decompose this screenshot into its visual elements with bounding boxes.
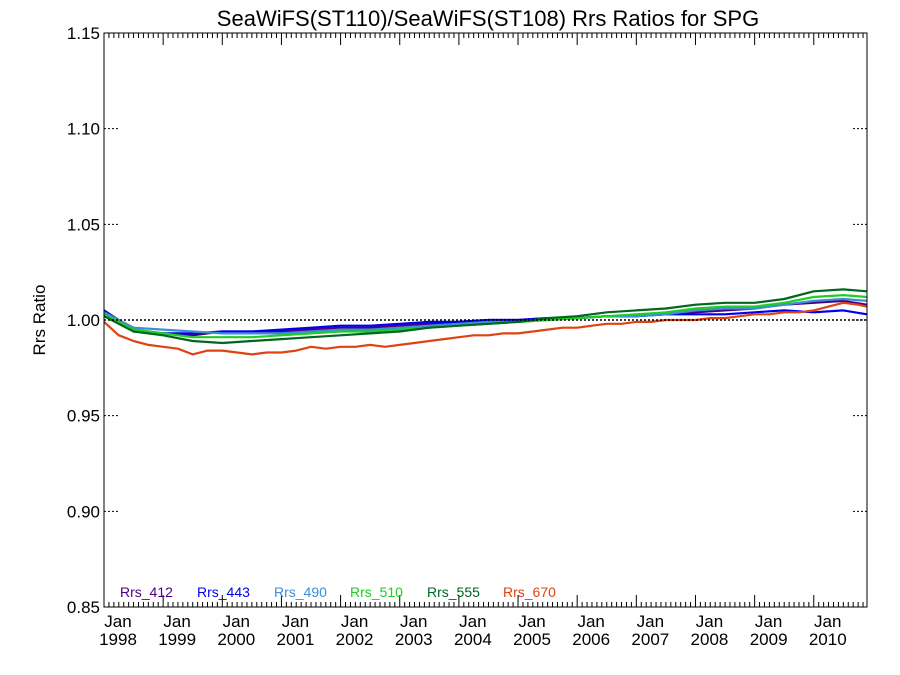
x-tick-year: 2001 [277, 630, 315, 649]
legend-entry: Rrs_412 [120, 584, 173, 600]
legend-entry: Rrs_555 [427, 584, 480, 600]
x-tick-month: Jan [637, 612, 664, 631]
x-tick-year: 1999 [158, 630, 196, 649]
x-tick-month: Jan [104, 612, 131, 631]
y-tick-label: 1.00 [67, 311, 100, 330]
y-axis-label: Rrs Ratio [30, 285, 49, 356]
x-tick-year: 1998 [99, 630, 137, 649]
y-tick-label: 1.05 [67, 215, 100, 234]
series-line-rrs_670 [103, 301, 868, 356]
x-tick-year: 2003 [395, 630, 433, 649]
x-tick-month: Jan [518, 612, 545, 631]
x-tick-month: Jan [341, 612, 368, 631]
x-tick-month: Jan [282, 612, 309, 631]
x-tick-year: 2000 [217, 630, 255, 649]
x-tick-year: 2009 [750, 630, 788, 649]
legend-entry: Rrs_490 [274, 584, 327, 600]
y-tick-label: 0.90 [67, 502, 100, 521]
legend-entry: Rrs_443 [197, 584, 250, 600]
x-tick-year: 2004 [454, 630, 492, 649]
x-tick-year: 2005 [513, 630, 551, 649]
x-tick-month: Jan [223, 612, 250, 631]
series-line-rrs_555 [103, 288, 868, 345]
x-tick-month: Jan [400, 612, 427, 631]
y-tick-label: 1.15 [67, 24, 100, 43]
series-line-rrs_490 [103, 297, 868, 335]
x-tick-month: Jan [577, 612, 604, 631]
x-tick-year: 2002 [336, 630, 374, 649]
x-tick-month: Jan [459, 612, 486, 631]
legend-entry: Rrs_510 [350, 584, 403, 600]
chart-title: SeaWiFS(ST110)/SeaWiFS(ST108) Rrs Ratios… [217, 6, 759, 31]
plot-frame [103, 32, 868, 608]
x-tick-year: 2006 [572, 630, 610, 649]
x-tick-month: Jan [163, 612, 190, 631]
legend-entry: Rrs_670 [503, 584, 556, 600]
x-tick-month: Jan [696, 612, 723, 631]
y-tick-label: 0.85 [67, 598, 100, 617]
x-tick-month: Jan [755, 612, 782, 631]
x-tick-year: 2008 [691, 630, 729, 649]
x-tick-year: 2010 [809, 630, 847, 649]
y-tick-label: 0.95 [67, 407, 100, 426]
x-tick-month: Jan [814, 612, 841, 631]
y-tick-label: 1.10 [67, 120, 100, 139]
x-tick-year: 2007 [631, 630, 669, 649]
